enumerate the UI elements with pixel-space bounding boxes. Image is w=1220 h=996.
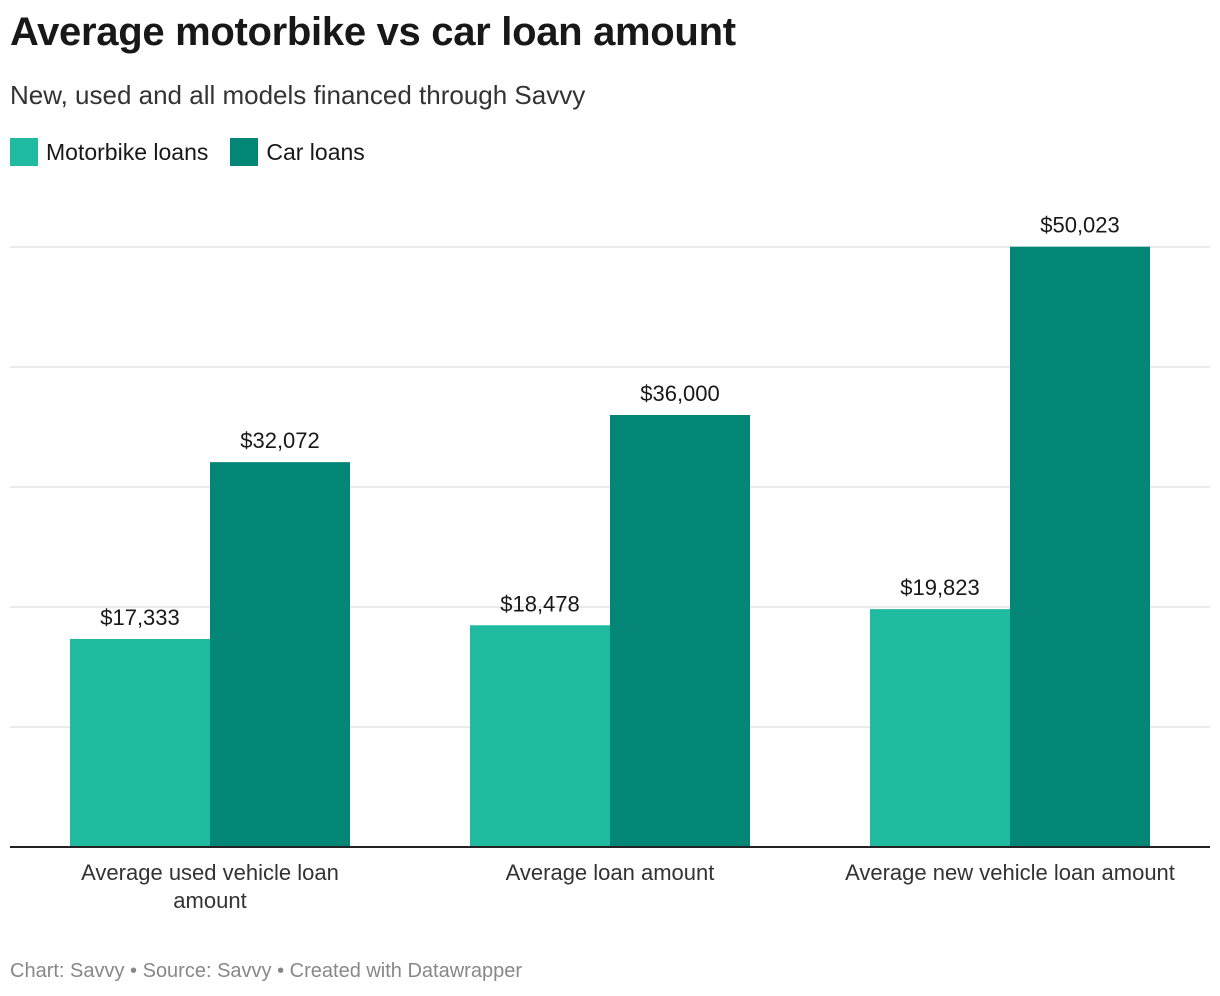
data-label: $19,823 [900, 575, 980, 600]
data-label: $32,072 [240, 428, 320, 453]
x-tick-label: amount [173, 888, 246, 913]
legend-label-motorbike: Motorbike loans [46, 138, 209, 165]
x-tick-label: Average new vehicle loan amount [845, 860, 1175, 885]
chart-subtitle: New, used and all models financed throug… [10, 80, 586, 110]
legend-label-car: Car loans [266, 138, 365, 165]
legend-item-car: Car loans [230, 138, 365, 166]
x-tick-label: Average used vehicle loan [81, 860, 339, 885]
legend-item-motorbike: Motorbike loans [10, 138, 208, 166]
data-label: $18,478 [500, 591, 580, 616]
bar-motorbike [870, 609, 1010, 847]
data-label: $36,000 [640, 381, 720, 406]
legend: Motorbike loans Car loans [10, 138, 365, 166]
bar-motorbike [70, 639, 210, 847]
data-label: $50,023 [1040, 213, 1120, 238]
legend-swatch-car [230, 138, 259, 166]
chart-title: Average motorbike vs car loan amount [10, 10, 736, 54]
x-tick-label: Average loan amount [506, 860, 715, 885]
bar-car [210, 462, 350, 847]
bar-car [610, 415, 750, 847]
bar-car [1010, 246, 1150, 847]
legend-swatch-motorbike [10, 138, 38, 166]
data-label: $17,333 [100, 605, 180, 630]
chart-footer: Chart: Savvy • Source: Savvy • Created w… [10, 960, 522, 982]
bar-motorbike [470, 625, 610, 847]
